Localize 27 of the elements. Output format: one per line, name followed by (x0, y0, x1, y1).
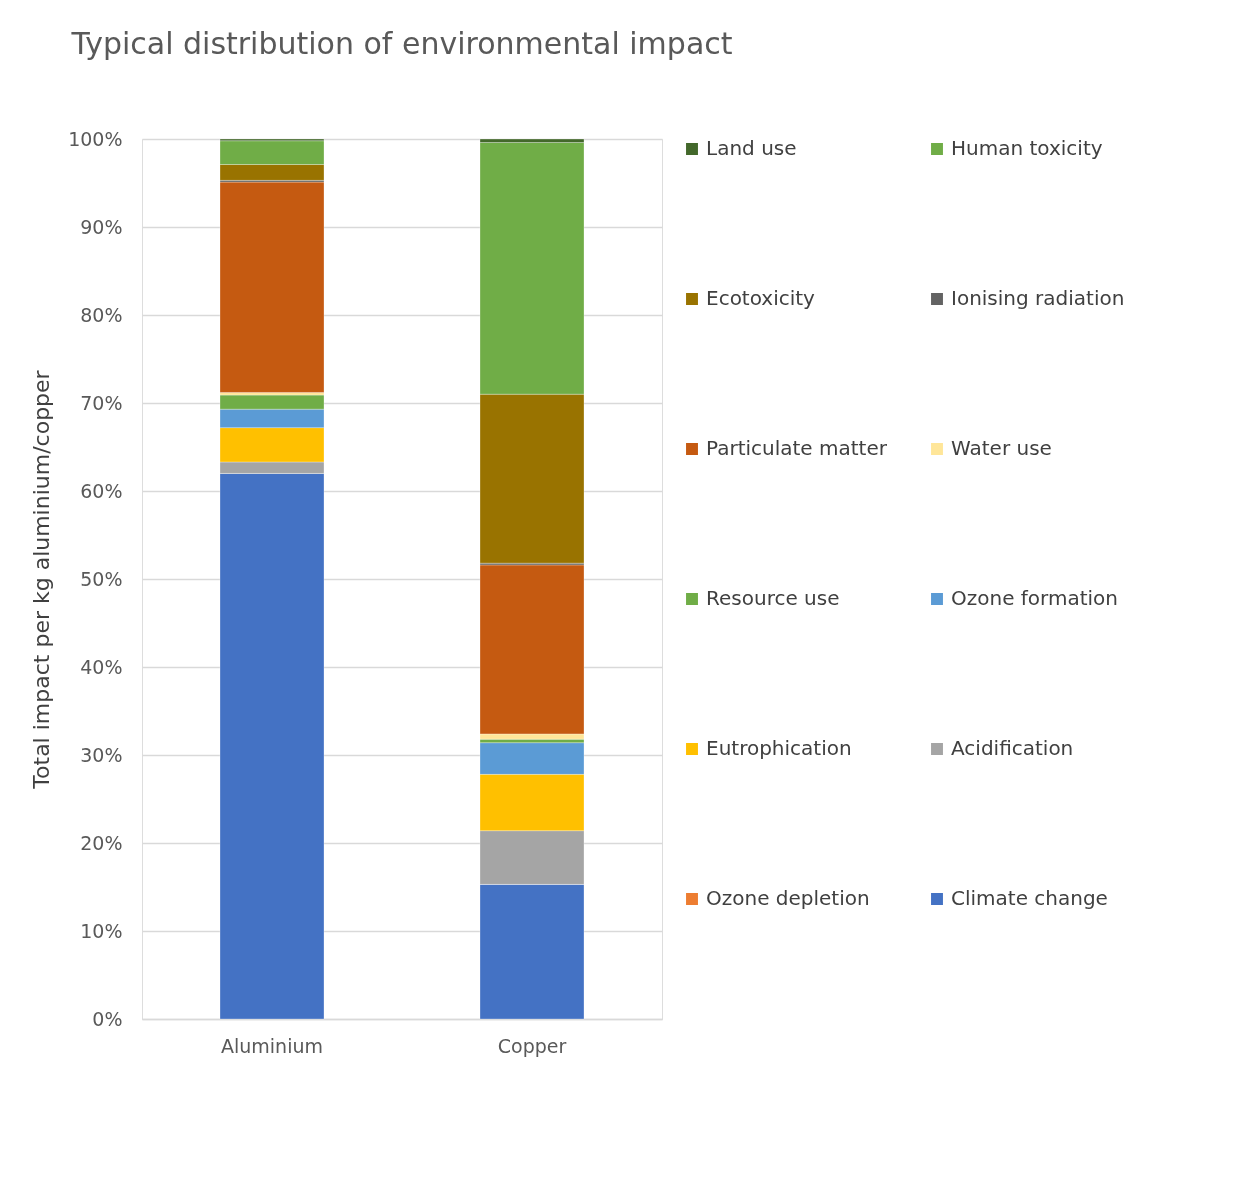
y-tick-label: 0% (92, 1007, 123, 1030)
y-tick-label: 70% (80, 391, 123, 414)
legend-label: Land use (706, 136, 797, 160)
y-tick-label: 90% (80, 215, 123, 238)
y-tick-label: 20% (80, 831, 123, 854)
legend-label: Eutrophication (706, 736, 852, 760)
x-tick-label: Copper (497, 1034, 567, 1057)
x-tick-label: Aluminium (221, 1034, 323, 1057)
y-tick-label: 30% (80, 743, 123, 766)
legend-label: Resource use (706, 586, 840, 610)
legend-label: Water use (951, 436, 1052, 460)
legend-label: Climate change (951, 886, 1108, 910)
y-tick-label: 50% (80, 567, 123, 590)
legend-label: Acidification (951, 736, 1074, 760)
legend-label: Ozone formation (951, 586, 1119, 610)
y-tick-label: 40% (80, 655, 123, 678)
y-tick-label: 80% (80, 303, 123, 326)
legend-label: Ozone depletion (706, 886, 870, 910)
chart-title: Typical distribution of environmental impact (70, 26, 733, 61)
legend-label: Particulate matter (706, 436, 888, 460)
y-axis-title: Total impact per kg aluminium/copper (29, 369, 55, 790)
legend-label: Ecotoxicity (706, 286, 816, 310)
legend-label: Ionising radiation (951, 286, 1125, 310)
legend-label: Human toxicity (951, 136, 1103, 160)
y-tick-label: 100% (68, 127, 123, 150)
y-tick-label: 60% (80, 479, 123, 502)
y-tick-label: 10% (80, 919, 123, 942)
